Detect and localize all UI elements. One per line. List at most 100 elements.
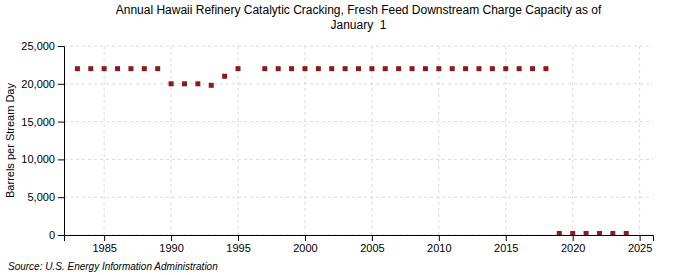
point (289, 66, 294, 71)
tick: 15,000 (21, 116, 64, 128)
tick-mark (573, 235, 574, 241)
tick: 2000 (293, 235, 317, 254)
point (195, 81, 200, 86)
point (75, 66, 80, 71)
point (142, 66, 147, 71)
tick: 25,000 (21, 40, 64, 52)
point (383, 66, 388, 71)
chart-svg: 1985 1990 1995 2000 2005 2010 2015 2020 2025 0 5,0… (0, 0, 675, 275)
point (610, 231, 615, 235)
tick: 10,000 (21, 153, 64, 165)
grid-line-x (639, 46, 640, 235)
grid-line-x (371, 46, 372, 235)
tick-mark (439, 235, 440, 241)
point (115, 66, 120, 71)
tick-label: 1995 (226, 242, 250, 254)
tick-label: 2010 (427, 242, 451, 254)
y-axis-title: Barrels per Stream Day (4, 83, 16, 198)
point (155, 66, 160, 71)
tick: 1985 (92, 235, 116, 254)
tick: 2010 (427, 235, 451, 254)
point (329, 66, 334, 71)
tick-mark (238, 235, 239, 241)
tick-label: 2000 (293, 242, 317, 254)
tick: 1995 (226, 235, 250, 254)
tick: 2015 (494, 235, 518, 254)
tick-mark (58, 84, 64, 85)
point (396, 66, 401, 71)
grid-line-x (304, 46, 305, 235)
title: Annual Hawaii Refinery Catalytic Crackin… (116, 3, 602, 32)
point (476, 66, 481, 71)
tick: 0 (49, 229, 64, 241)
point (597, 231, 602, 235)
point (410, 66, 415, 71)
tick-mark (305, 235, 306, 241)
grid-line-x (104, 46, 105, 235)
tick-label: 10,000 (21, 153, 55, 165)
tick-label: 15,000 (21, 116, 55, 128)
tick-label: 0 (49, 229, 55, 241)
tick: 1990 (159, 235, 183, 254)
grid-line-y (64, 46, 653, 47)
point (570, 231, 575, 235)
tick-mark (171, 235, 172, 241)
point (102, 66, 107, 71)
tick-mark (104, 235, 105, 241)
tick-mark (58, 197, 64, 198)
tick-label: 2005 (360, 242, 384, 254)
grid-line-x (438, 46, 439, 235)
tick-label: 25,000 (21, 40, 55, 52)
axis-line (58, 47, 65, 236)
point (343, 66, 348, 71)
tick: 5,000 (27, 191, 64, 203)
point (302, 66, 307, 71)
tick-label: 5,000 (27, 191, 55, 203)
plot-area (75, 66, 629, 235)
point (369, 66, 374, 71)
point (88, 66, 93, 71)
point (490, 66, 495, 71)
tick-label: 1985 (92, 242, 116, 254)
point (128, 66, 133, 71)
tick: 2020 (561, 235, 585, 254)
tick-mark (372, 235, 373, 241)
tick-label: 2020 (561, 242, 585, 254)
point (316, 66, 321, 71)
x-axis: 1985 1990 1995 2000 2005 2010 2015 2020 2025 (65, 235, 654, 254)
point (276, 66, 281, 71)
grid-line-y (64, 83, 653, 84)
tick-label: 1990 (159, 242, 183, 254)
point (584, 231, 589, 235)
point (169, 81, 174, 86)
tick-mark (58, 122, 64, 123)
tick-mark (58, 235, 64, 236)
point (450, 66, 455, 71)
grid (64, 46, 653, 235)
grid-line-y (64, 121, 653, 122)
point (557, 231, 562, 235)
point (517, 66, 522, 71)
tick-mark (58, 46, 64, 47)
grid-line-x (171, 46, 172, 235)
point (236, 66, 241, 71)
point (262, 66, 267, 71)
point (463, 66, 468, 71)
tick: 20,000 (21, 78, 64, 90)
y-axis: 0 5,000 10,000 15,000 20,000 25,000 (21, 40, 64, 241)
tick: 2025 (628, 235, 652, 254)
point (543, 66, 548, 71)
axis-line (65, 236, 654, 242)
tick-mark (640, 235, 641, 241)
grid-line-x (238, 46, 239, 235)
tick-mark (58, 159, 64, 160)
point (503, 66, 508, 71)
tick-label: 20,000 (21, 78, 55, 90)
point (182, 81, 187, 86)
point (222, 74, 227, 79)
grid-line-x (505, 46, 506, 235)
chart-container: 1985 1990 1995 2000 2005 2010 2015 2020 2025 0 5,0… (0, 0, 675, 275)
point (209, 83, 214, 88)
point (356, 66, 361, 71)
tick-label: 2015 (494, 242, 518, 254)
